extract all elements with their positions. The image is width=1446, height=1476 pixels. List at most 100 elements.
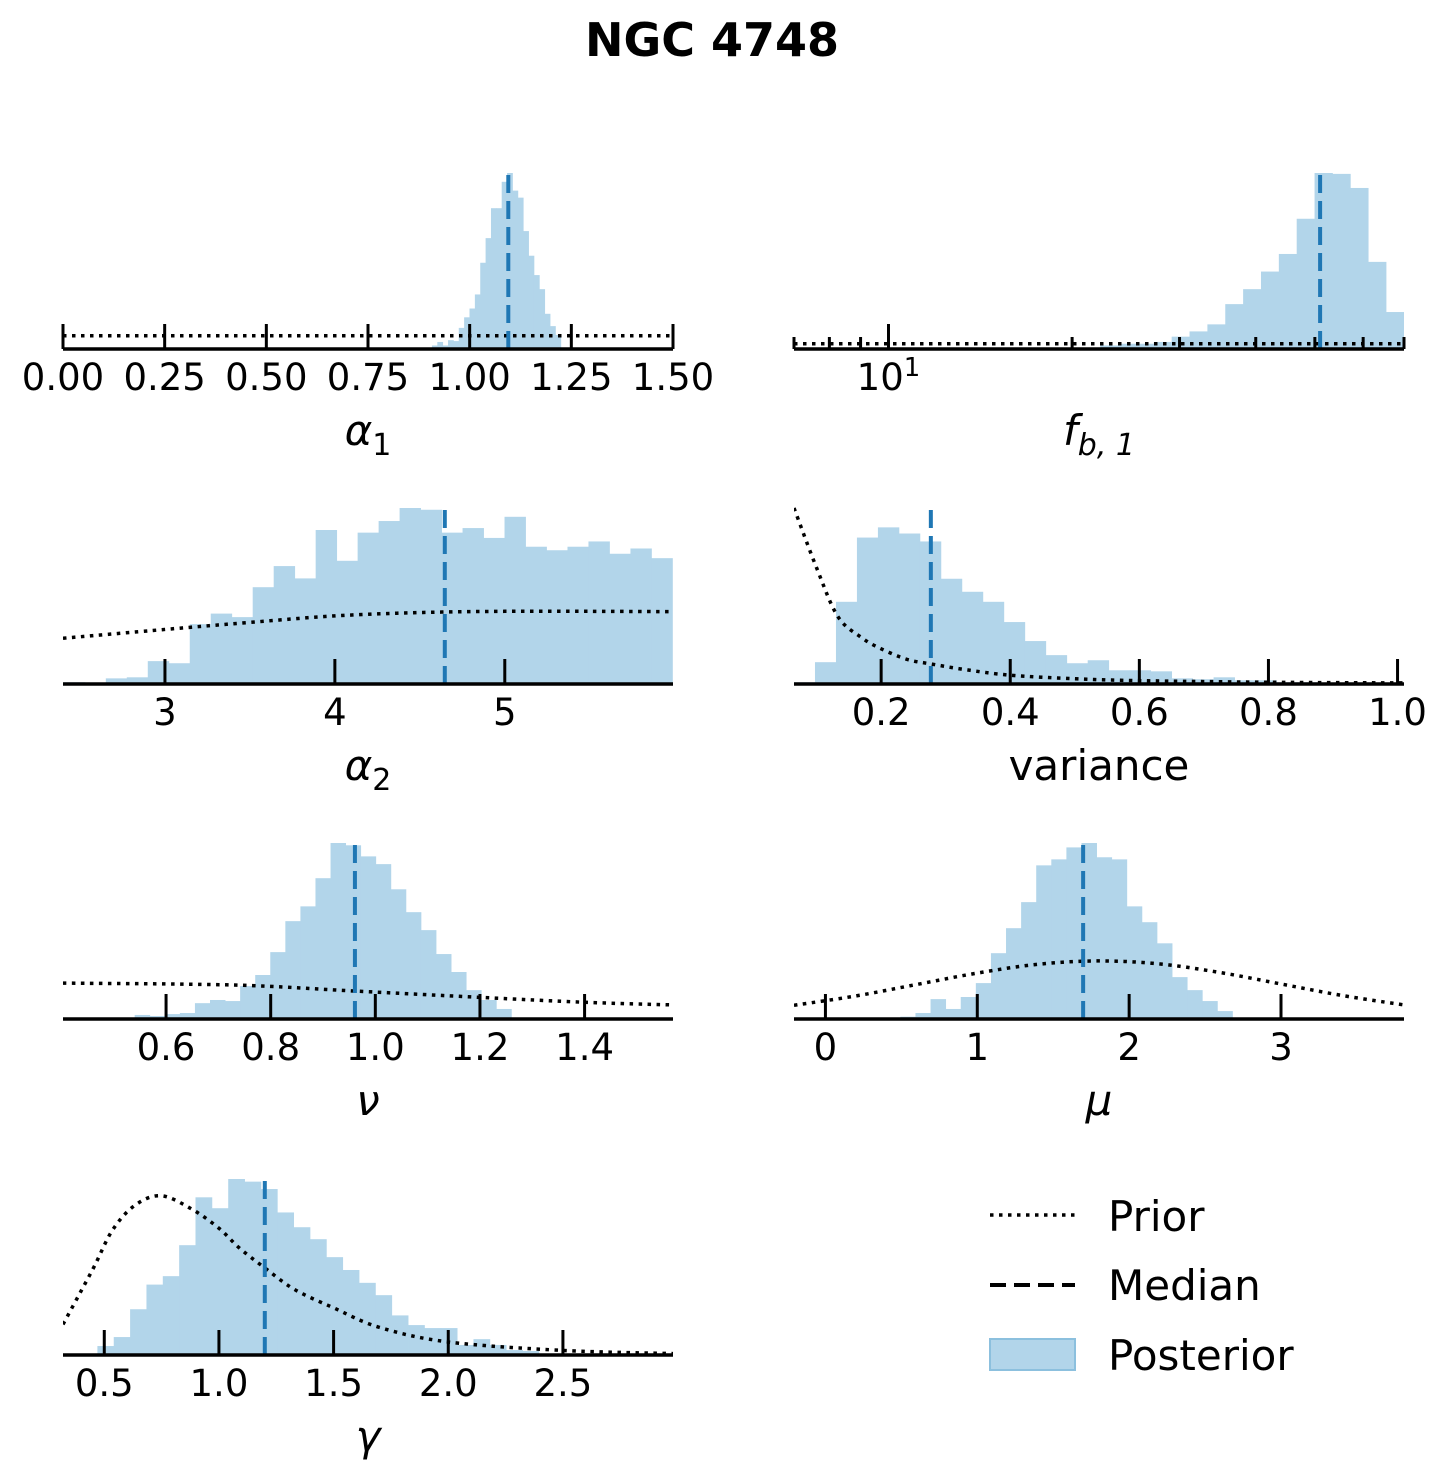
histogram-bar	[210, 999, 226, 1019]
histogram-bar	[544, 313, 551, 349]
x-tick-label: 2.0	[419, 1362, 478, 1405]
histogram-bar	[1141, 922, 1158, 1019]
histogram-bar	[378, 521, 401, 684]
histogram-bar	[273, 566, 296, 684]
x-tick-label: 1.25	[530, 356, 612, 399]
legend-median-label: Median	[1108, 1261, 1261, 1310]
histogram-bar	[300, 906, 316, 1019]
axis-label-main: variance	[1009, 741, 1190, 790]
panel-variance: 0.2 0.4 0.6 0.8 1.0 variance	[794, 507, 1427, 790]
histogram-bar	[357, 532, 380, 684]
x-tick-label: 0.00	[22, 356, 104, 399]
histogram-bar	[255, 975, 271, 1019]
x-tick-label: 0.4	[981, 691, 1040, 734]
axis-label-main: α	[345, 741, 373, 790]
histogram-bar	[898, 533, 921, 684]
histogram-bar	[630, 548, 652, 684]
x-tick-label: 101	[857, 353, 921, 399]
histogram-bar	[961, 591, 984, 684]
x-axis-label: α2	[345, 741, 392, 798]
histogram-bar	[982, 601, 1005, 684]
histogram-bar	[451, 972, 467, 1019]
histogram-bar	[244, 1181, 262, 1355]
x-tick-label: 0.75	[327, 356, 409, 399]
histogram-bar	[146, 1284, 164, 1355]
histogram-bar	[1260, 271, 1280, 349]
histogram-bar	[231, 617, 254, 684]
axis-label-main: α	[345, 406, 373, 455]
histogram-bar	[588, 541, 610, 684]
histogram-bar	[405, 912, 422, 1019]
histogram-bar	[164, 1014, 181, 1019]
histogram-bar	[945, 1008, 962, 1019]
histogram-bar	[835, 601, 858, 684]
histogram-bar	[555, 334, 562, 349]
tick-label-base: 10	[857, 356, 904, 399]
x-tick-label: 0.5	[75, 1362, 134, 1405]
histogram-bar	[1087, 660, 1110, 684]
axis-label-main: γ	[356, 1412, 383, 1461]
histogram-bar	[940, 578, 963, 684]
histogram-bar	[462, 528, 484, 684]
histogram-bar	[1135, 343, 1155, 349]
histogram-bar	[480, 262, 487, 349]
x-axis-label: γ	[356, 1412, 383, 1461]
histogram-bar	[309, 1239, 327, 1355]
histogram-bar	[474, 294, 481, 349]
histogram-bar	[437, 341, 444, 349]
histogram-bar	[294, 578, 317, 684]
axis-label-subscript: 2	[372, 763, 391, 798]
x-tick-label: 1.4	[555, 1026, 614, 1069]
legend-prior-label: Prior	[1108, 1192, 1205, 1241]
histogram-bar	[130, 1309, 147, 1355]
x-tick-label: 0.8	[1239, 691, 1298, 734]
histogram-bar	[1187, 990, 1203, 1019]
histogram-bar	[1213, 677, 1235, 684]
histogram-bar	[442, 345, 449, 349]
histogram-bar	[496, 208, 503, 349]
x-axis-label: ν	[356, 1076, 379, 1125]
histogram-bar	[814, 662, 837, 684]
histogram-bar	[315, 878, 331, 1019]
histogram-bar	[375, 1295, 393, 1355]
histogram-bar	[360, 856, 377, 1019]
histogram-bar	[856, 537, 879, 684]
histogram-bar	[975, 983, 992, 1019]
histogram-bar	[336, 560, 359, 684]
plot-area	[794, 173, 1404, 349]
histogram-bar	[609, 553, 631, 684]
histogram-bar	[919, 541, 942, 684]
prior-curve	[794, 507, 1404, 685]
histogram-bar	[390, 889, 407, 1019]
histogram-bar	[270, 952, 286, 1019]
histogram-bar	[285, 921, 301, 1019]
prior-curve	[794, 959, 1404, 1008]
histogram-bar	[126, 677, 149, 684]
histogram-bar	[1386, 312, 1404, 349]
histogram-bar	[523, 231, 529, 349]
x-tick-label: 1	[966, 1026, 990, 1069]
histogram-bar	[533, 275, 540, 349]
histogram-bar	[1172, 977, 1188, 1019]
histogram-bar	[399, 508, 421, 684]
histogram-bar	[457, 1344, 474, 1355]
histogram-bar	[496, 1008, 512, 1019]
plot-area	[794, 843, 1404, 1019]
histogram-bar	[293, 1227, 311, 1355]
x-tick-label: 0.6	[137, 1026, 196, 1069]
histogram-bar	[501, 181, 508, 349]
legend-posterior-swatch	[989, 1338, 1076, 1371]
histogram-bar	[506, 1350, 523, 1355]
legend: Prior Median Posterior	[989, 1192, 1294, 1380]
x-tick-label: 1.0	[190, 1362, 249, 1405]
histogram-bar	[1225, 304, 1244, 349]
histogram-bar	[1051, 859, 1067, 1019]
histogram-bar	[179, 1013, 196, 1019]
plot-area	[63, 508, 673, 684]
histogram-bar	[464, 317, 470, 349]
plot-area	[794, 507, 1404, 685]
histogram-bar	[134, 1014, 151, 1019]
x-tick-label: 1.0	[346, 1026, 405, 1069]
histogram-bar	[210, 613, 233, 684]
